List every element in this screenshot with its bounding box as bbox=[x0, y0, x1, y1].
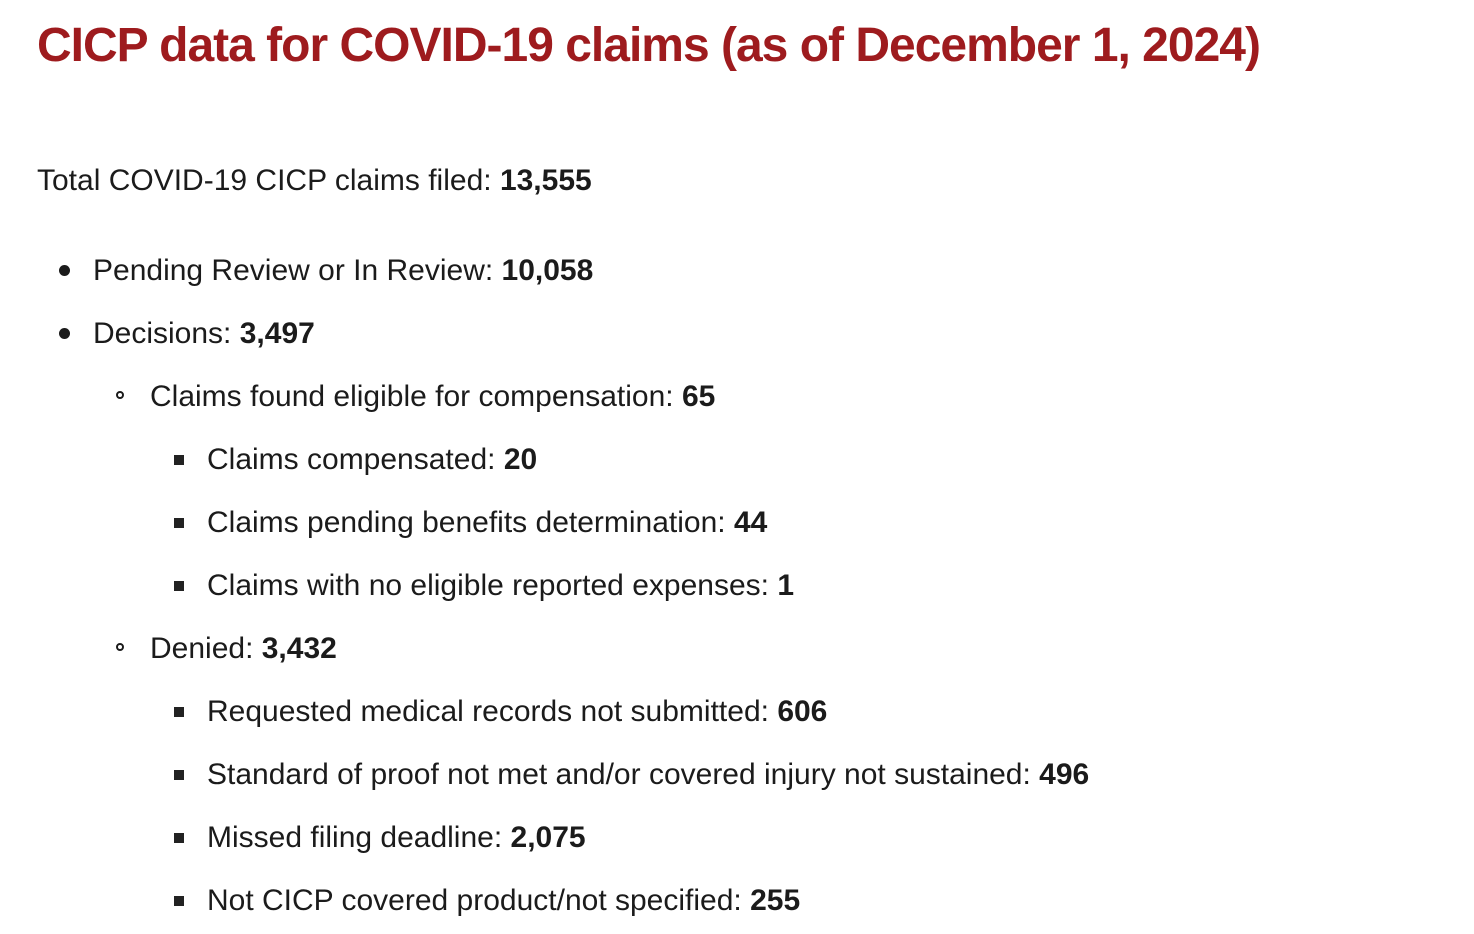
eligible-label: Claims found eligible for compensation: bbox=[150, 380, 674, 413]
list-item-denied: Denied: 3,432 Requested medical records … bbox=[116, 631, 1437, 919]
total-claims-value: 13,555 bbox=[499, 164, 592, 197]
list-item-missed-deadline: Missed filing deadline: 2,075 bbox=[174, 820, 1437, 856]
bullet-square-icon bbox=[174, 581, 184, 591]
records-not-submitted-value: 606 bbox=[777, 695, 828, 728]
no-eligible-expenses-value: 1 bbox=[777, 569, 794, 602]
bullet-square-icon bbox=[174, 833, 184, 843]
compensated-label: Claims compensated: bbox=[207, 443, 496, 476]
claims-list: Pending Review or In Review: 10,058 Deci… bbox=[37, 253, 1437, 919]
eligible-sublist: Claims compensated: 20 Claims pending be… bbox=[150, 442, 1437, 604]
bullet-square-icon bbox=[174, 455, 184, 465]
total-claims-label: Total COVID-19 CICP claims filed: bbox=[37, 164, 492, 197]
no-eligible-expenses-label: Claims with no eligible reported expense… bbox=[207, 569, 769, 602]
denied-value: 3,432 bbox=[261, 632, 337, 665]
missed-deadline-value: 2,075 bbox=[510, 821, 586, 854]
bullet-square-icon bbox=[174, 896, 184, 906]
pending-review-label: Pending Review or In Review: bbox=[93, 254, 494, 287]
pending-benefits-value: 44 bbox=[733, 506, 768, 539]
bullet-disc-icon bbox=[59, 265, 70, 276]
bullet-circle-icon bbox=[116, 643, 124, 651]
bullet-square-icon bbox=[174, 518, 184, 528]
pending-benefits-label: Claims pending benefits determination: bbox=[207, 506, 726, 539]
pending-review-value: 10,058 bbox=[501, 254, 594, 287]
list-item-decisions: Decisions: 3,497 Claims found eligible f… bbox=[59, 316, 1437, 919]
denied-label: Denied: bbox=[150, 632, 254, 665]
page-title: CICP data for COVID-19 claims (as of Dec… bbox=[37, 19, 1261, 72]
list-item-no-eligible-expenses: Claims with no eligible reported expense… bbox=[174, 568, 1437, 604]
missed-deadline-label: Missed filing deadline: bbox=[207, 821, 503, 854]
bullet-square-icon bbox=[174, 770, 184, 780]
list-item-standard-of-proof: Standard of proof not met and/or covered… bbox=[174, 757, 1437, 793]
list-item-pending-benefits: Claims pending benefits determination: 4… bbox=[174, 505, 1437, 541]
decisions-value: 3,497 bbox=[239, 317, 315, 350]
bullet-square-icon bbox=[174, 707, 184, 717]
standard-of-proof-label: Standard of proof not met and/or covered… bbox=[207, 758, 1031, 791]
bullet-disc-icon bbox=[59, 328, 70, 339]
list-item-pending-review: Pending Review or In Review: 10,058 bbox=[59, 253, 1437, 289]
list-item-compensated: Claims compensated: 20 bbox=[174, 442, 1437, 478]
list-item-records-not-submitted: Requested medical records not submitted:… bbox=[174, 694, 1437, 730]
not-covered-product-value: 255 bbox=[750, 884, 801, 917]
decisions-label: Decisions: bbox=[93, 317, 232, 350]
decisions-sublist: Claims found eligible for compensation: … bbox=[93, 379, 1437, 919]
eligible-value: 65 bbox=[681, 380, 716, 413]
total-claims-line: Total COVID-19 CICP claims filed: 13,555 bbox=[37, 163, 1437, 199]
denied-sublist: Requested medical records not submitted:… bbox=[150, 694, 1437, 919]
list-item-eligible: Claims found eligible for compensation: … bbox=[116, 379, 1437, 604]
not-covered-product-label: Not CICP covered product/not specified: bbox=[207, 884, 742, 917]
records-not-submitted-label: Requested medical records not submitted: bbox=[207, 695, 769, 728]
bullet-circle-icon bbox=[116, 391, 124, 399]
standard-of-proof-value: 496 bbox=[1039, 758, 1090, 791]
compensated-value: 20 bbox=[503, 443, 538, 476]
list-item-not-covered-product: Not CICP covered product/not specified: … bbox=[174, 883, 1437, 919]
